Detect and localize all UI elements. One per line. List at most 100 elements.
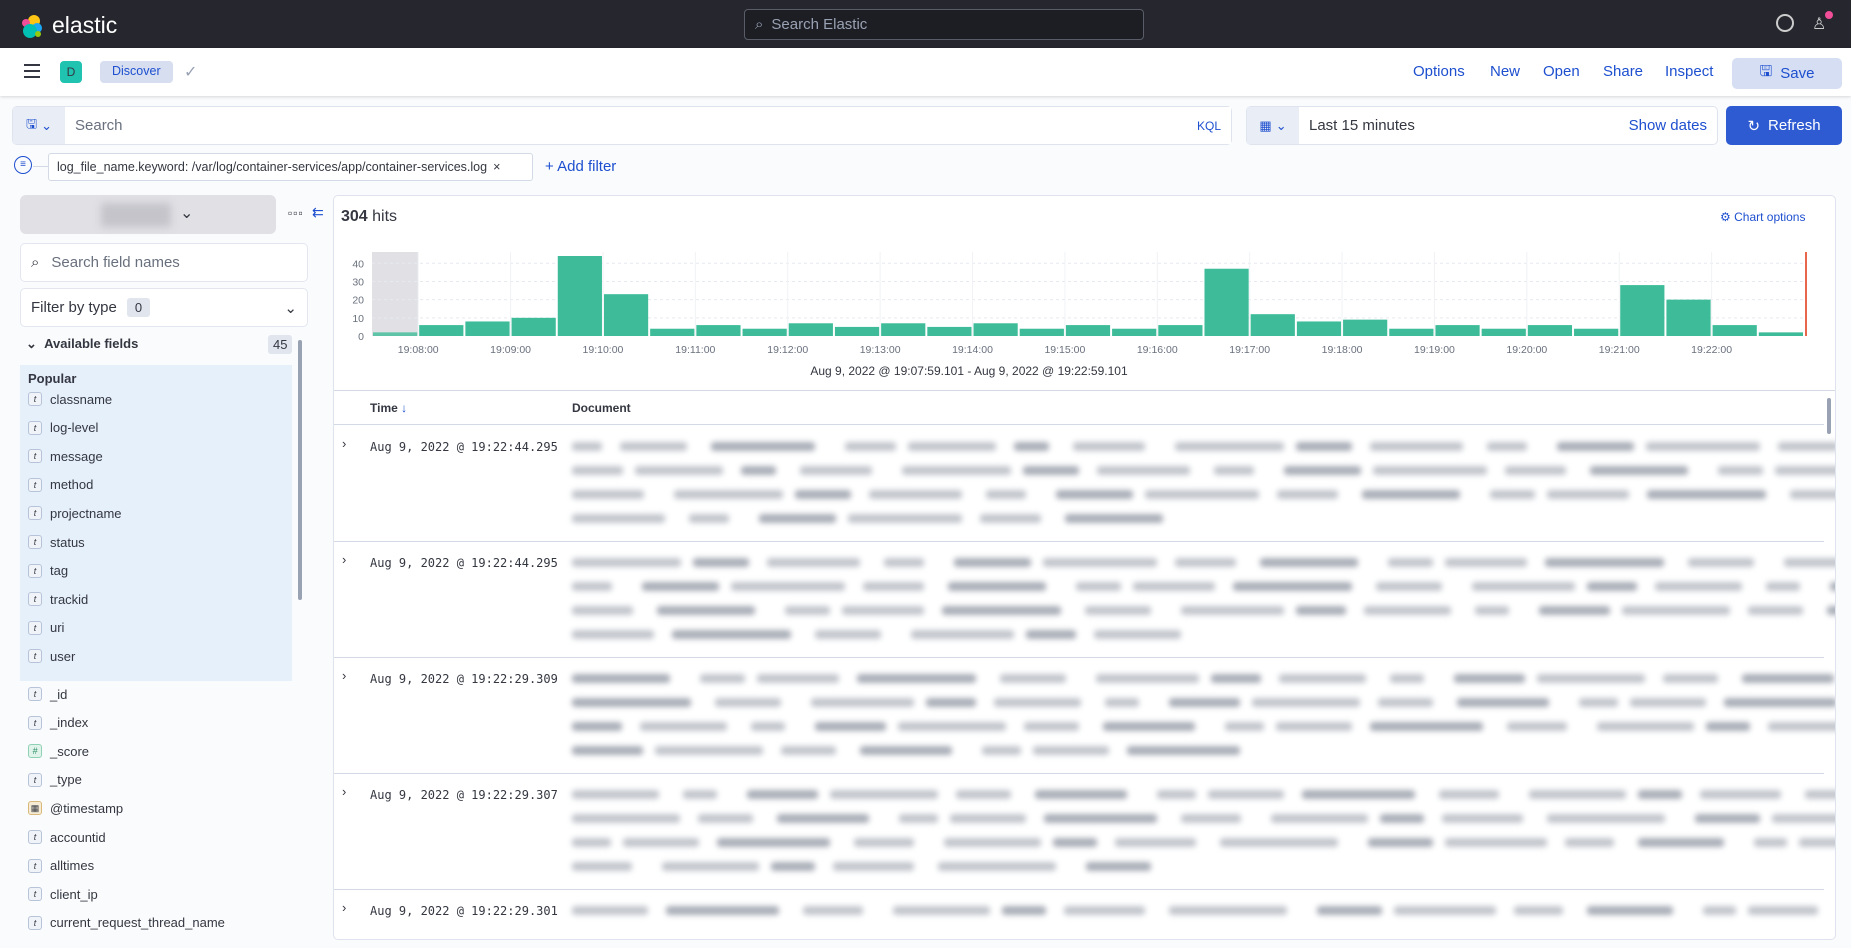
global-search-input[interactable]: ⌕ Search Elastic [744, 9, 1144, 40]
field-item[interactable]: t current_request_thread_name [28, 912, 225, 934]
row-timestamp: Aug 9, 2022 @ 19:22:29.309 [370, 672, 558, 686]
expand-row-icon[interactable]: › [342, 436, 347, 451]
close-icon[interactable]: × [493, 160, 501, 174]
redacted-document-text [1145, 490, 1259, 499]
row-timestamp: Aug 9, 2022 @ 19:22:29.301 [370, 904, 558, 918]
histogram-bar [1158, 325, 1203, 336]
news-feed-icon[interactable]: ♙ [1812, 16, 1827, 33]
field-item[interactable]: t user [28, 645, 75, 667]
histogram-bar [973, 323, 1018, 336]
field-item[interactable]: t tag [28, 560, 68, 582]
saved-query-button[interactable]: 🖫 ⌄ [13, 107, 65, 144]
save-button[interactable]: 🖫 Save [1732, 58, 1842, 89]
field-item[interactable]: t status [28, 531, 85, 553]
elastic-logo[interactable]: elastic [20, 12, 117, 39]
more-options-icon[interactable]: ▫▫▫ [288, 206, 304, 220]
table-row[interactable]: › Aug 9, 2022 @ 19:22:29.309 [334, 658, 1835, 774]
expand-row-icon[interactable]: › [342, 552, 347, 567]
filter-by-type-button[interactable]: Filter by type 0 ⌄ [20, 288, 308, 327]
options-link[interactable]: Options [1413, 63, 1465, 80]
table-scrollbar[interactable] [1827, 398, 1831, 434]
redacted-document-text [1772, 814, 1835, 823]
field-item[interactable]: t uri [28, 617, 64, 639]
refresh-button[interactable]: ↻ Refresh [1726, 106, 1842, 145]
field-search-placeholder: Search field names [51, 254, 180, 271]
redacted-document-text [655, 746, 763, 755]
field-item[interactable]: t message [28, 445, 103, 467]
expand-row-icon[interactable]: › [342, 784, 347, 799]
expand-row-icon[interactable]: › [342, 900, 347, 915]
field-item[interactable]: t _type [28, 769, 82, 791]
redacted-document-text [1296, 606, 1346, 615]
space-avatar[interactable]: D [60, 61, 82, 83]
histogram-bar [1527, 325, 1573, 336]
field-name: user [50, 648, 76, 664]
field-item[interactable]: t alltimes [28, 855, 94, 877]
redacted-document-text [1454, 674, 1525, 683]
field-search-input[interactable]: ⌕ Search field names [20, 243, 308, 282]
redacted-document-text [1590, 466, 1688, 475]
redacted-document-text [759, 514, 836, 523]
redacted-document-text [1547, 490, 1629, 499]
redacted-document-text [899, 814, 938, 823]
field-item[interactable]: t classname [28, 388, 112, 410]
time-column-header[interactable]: Time ↓ [370, 401, 407, 415]
sidebar-scrollbar[interactable] [298, 340, 302, 600]
histogram-bar [788, 323, 833, 336]
redacted-document-text [1442, 814, 1523, 823]
time-range[interactable]: Last 15 minutes [1309, 117, 1415, 134]
inspect-link[interactable]: Inspect [1665, 63, 1714, 80]
new-link[interactable]: New [1490, 63, 1521, 80]
field-item[interactable]: t log-level [28, 417, 98, 439]
string-type-icon: t [28, 687, 42, 701]
redacted-document-text [1778, 442, 1835, 451]
table-row[interactable]: › Aug 9, 2022 @ 19:22:44.295 [334, 426, 1835, 542]
field-item[interactable]: ▦ @timestamp [28, 797, 123, 819]
histogram-chart[interactable]: 0 10 20 30 40 19:08:00 19:09:00 19:10:00 19:11:0… [334, 236, 1834, 386]
redacted-document-text [1827, 606, 1835, 615]
field-item[interactable]: t accountid [28, 826, 106, 848]
redacted-document-text [1053, 838, 1097, 847]
filter-menu-icon[interactable]: ≡ [14, 156, 32, 174]
x-tick-label: 19:21:00 [1599, 344, 1640, 356]
table-row[interactable]: › Aug 9, 2022 @ 19:22:44.295 [334, 542, 1835, 658]
chart-options-button[interactable]: ⚙ Chart options [1720, 210, 1805, 224]
breadcrumb-discover[interactable]: Discover [100, 61, 173, 83]
collapse-sidebar-icon[interactable]: ⇇ [312, 204, 324, 220]
field-item[interactable]: t client_ip [28, 883, 98, 905]
redacted-document-text [1700, 790, 1781, 799]
redacted-document-text [693, 558, 749, 567]
redacted-document-text [1805, 790, 1835, 799]
redacted-document-text [1026, 630, 1076, 639]
share-link[interactable]: Share [1603, 63, 1644, 80]
field-item[interactable]: t projectname [28, 502, 122, 524]
redacted-document-text [751, 722, 785, 731]
available-fields-toggle[interactable]: ⌄ Available fields [26, 336, 138, 352]
redacted-document-text [848, 514, 962, 523]
field-item[interactable]: t method [28, 474, 93, 496]
filter-pill[interactable]: log_file_name.keyword: /var/log/containe… [48, 153, 533, 181]
open-link[interactable]: Open [1543, 63, 1580, 80]
redacted-document-text [1023, 466, 1079, 475]
redacted-document-text [854, 838, 914, 847]
field-item[interactable]: t _id [28, 683, 67, 705]
kql-toggle[interactable]: KQL [1186, 107, 1231, 144]
x-tick-label: 19:17:00 [1229, 344, 1270, 356]
sort-arrow-icon[interactable]: ↓ [401, 401, 408, 415]
table-row[interactable]: › Aug 9, 2022 @ 19:22:29.307 [334, 774, 1835, 890]
quick-select-button[interactable]: ▦ ⌄ [1247, 107, 1299, 144]
table-row[interactable]: › Aug 9, 2022 @ 19:22:29.301 [334, 890, 1824, 935]
histogram-bar [1481, 328, 1526, 336]
query-input[interactable]: Search [75, 117, 123, 134]
help-icon[interactable] [1776, 14, 1794, 32]
redacted-document-text [1097, 466, 1190, 475]
expand-row-icon[interactable]: › [342, 668, 347, 683]
index-pattern-select[interactable]: ⌄ [20, 195, 276, 234]
field-item[interactable]: t _index [28, 712, 88, 734]
show-dates-link[interactable]: Show dates [1628, 117, 1707, 134]
menu-icon[interactable] [24, 64, 40, 78]
x-tick-label: 19:18:00 [1322, 344, 1363, 356]
field-item[interactable]: t trackid [28, 588, 88, 610]
add-filter-button[interactable]: + Add filter [545, 158, 617, 175]
field-item[interactable]: # _score [28, 740, 89, 762]
